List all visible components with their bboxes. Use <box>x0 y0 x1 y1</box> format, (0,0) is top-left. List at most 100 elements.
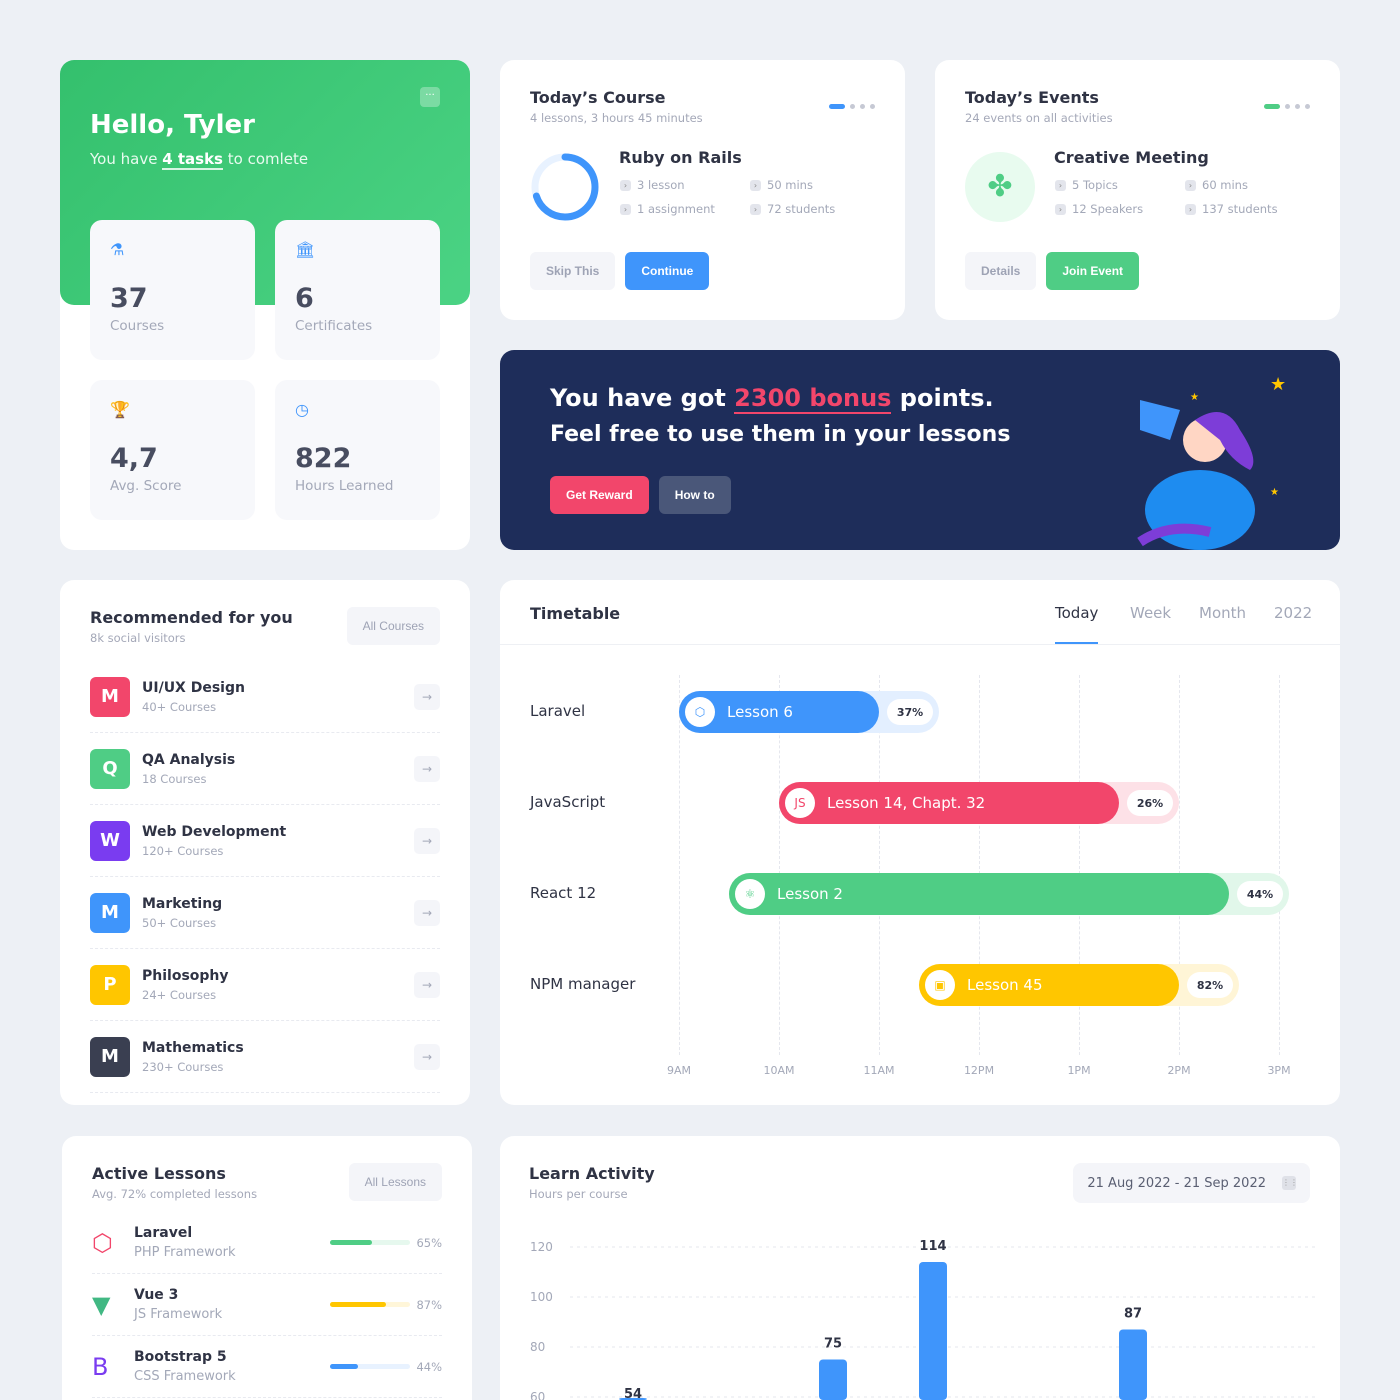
course-list-item[interactable]: Q QA Analysis 18 Courses → <box>90 733 440 805</box>
hour-label: 2PM <box>1167 1064 1191 1077</box>
svg-text:★: ★ <box>1270 487 1279 498</box>
lesson-track[interactable]: JS Lesson 14, Chapt. 32 26% <box>779 782 1179 824</box>
active-lesson-item[interactable]: B Bootstrap 5 CSS Framework 44% <box>92 1336 442 1398</box>
trophy-character-illustration: ★ ★ ★ <box>1137 374 1286 550</box>
timetable-card: Timetable Today Week Month 2022 9AM 10AM 11AM… <box>500 580 1340 1105</box>
carousel-dots[interactable] <box>1264 104 1310 109</box>
hour-gridline <box>779 675 780 1055</box>
svg-text:★: ★ <box>1190 392 1199 403</box>
clock-icon: ◷ <box>295 400 309 419</box>
stat-hours: ◷ 822 Hours Learned <box>275 380 440 520</box>
bonus-subline: Feel free to use them in your lessons <box>550 422 1011 447</box>
hour-gridline <box>979 675 980 1055</box>
meta-topics: › 5 Topics <box>1055 178 1185 192</box>
arrow-right-icon[interactable]: → <box>414 971 440 998</box>
lesson-track[interactable]: ⬡ Lesson 6 37% <box>679 691 939 733</box>
arrow-right-icon[interactable]: → <box>414 899 440 926</box>
hour-label: 1PM <box>1067 1064 1091 1077</box>
arrow-right-icon[interactable]: → <box>414 827 440 854</box>
tab-month[interactable]: Month <box>1199 604 1247 622</box>
arrow-right-icon[interactable]: → <box>414 1043 440 1070</box>
y-tick-label: 60 <box>530 1390 545 1400</box>
timetable-row-label: Laravel <box>530 702 586 720</box>
all-lessons-button[interactable]: All Lessons <box>348 1163 442 1201</box>
course-avatar: M <box>90 676 130 717</box>
course-avatar: W <box>90 820 130 861</box>
lesson-bar[interactable]: JS Lesson 14, Chapt. 32 <box>779 782 1119 824</box>
course-name: Ruby on Rails <box>619 148 742 167</box>
arrow-right-icon[interactable]: → <box>414 755 440 782</box>
y-tick-label: 100 <box>530 1290 553 1304</box>
stat-courses: ⚗ 37 Courses <box>90 220 255 360</box>
tab-2022[interactable]: 2022 <box>1274 604 1313 622</box>
arrow-right-icon[interactable]: → <box>414 683 440 710</box>
lesson-track[interactable]: ⚛ Lesson 2 44% <box>729 873 1289 915</box>
hour-gridline <box>679 675 680 1055</box>
js-icon: JS <box>785 788 815 818</box>
todays-course-card: Today’s Course 4 lessons, 3 hours 45 min… <box>500 60 905 320</box>
lesson-bar[interactable]: ▣ Lesson 45 <box>919 964 1179 1006</box>
tab-week[interactable]: Week <box>1130 604 1172 622</box>
timetable-row-label: JavaScript <box>530 793 606 811</box>
active-lesson-item[interactable]: ▼ Vue 3 JS Framework 87% <box>92 1274 442 1336</box>
course-avatar: P <box>90 964 130 1005</box>
course-list-item[interactable]: M Marketing 50+ Courses → <box>90 877 440 949</box>
all-courses-button[interactable]: All Courses <box>346 607 440 645</box>
hour-gridline <box>879 675 880 1055</box>
course-list-item[interactable]: M Mathematics 230+ Courses → <box>90 1021 440 1093</box>
meta-students: › 72 students <box>750 202 880 216</box>
meta-assignment: › 1 assignment <box>620 202 750 216</box>
course-progress-ring <box>531 153 599 221</box>
bonus-headline: You have got 2300 bonus points. <box>550 384 994 414</box>
stat-certificates: 🏛 6 Certificates <box>275 220 440 360</box>
bar-value-label: 87 <box>1124 1307 1142 1322</box>
hour-label: 11AM <box>863 1064 895 1077</box>
lesson-percent: 37% <box>887 699 933 725</box>
svg-text:★: ★ <box>1270 374 1286 395</box>
hour-label: 10AM <box>763 1064 795 1077</box>
tab-today[interactable]: Today <box>1055 604 1099 644</box>
bank-icon: 🏛 <box>295 240 316 259</box>
bonus-banner: You have got 2300 bonus points. Feel fre… <box>500 350 1340 550</box>
course-list-item[interactable]: W Web Development 120+ Courses → <box>90 805 440 877</box>
date-range-picker[interactable]: 21 Aug 2022 - 21 Sep 2022 ⋮⋮ <box>1073 1163 1310 1203</box>
skip-button[interactable]: Skip This <box>530 252 616 290</box>
how-to-button[interactable]: How to <box>658 476 731 514</box>
bar-value-label: 114 <box>919 1239 946 1254</box>
event-name: Creative Meeting <box>1054 148 1209 167</box>
laravel-icon: ⬡ <box>685 697 715 727</box>
hour-gridline <box>1079 675 1080 1055</box>
course-list-item[interactable]: M UI/UX Design 40+ Courses → <box>90 661 440 733</box>
laravel-icon: ⬡ <box>92 1228 113 1257</box>
get-reward-button[interactable]: Get Reward <box>550 476 649 514</box>
lesson-progress-bar <box>330 1302 410 1307</box>
timetable-row-label: NPM manager <box>530 975 636 993</box>
more-button[interactable]: ··· <box>420 87 440 107</box>
lesson-progress-bar <box>330 1240 410 1245</box>
bootstrap-icon: B <box>92 1352 109 1381</box>
carousel-dots[interactable] <box>829 104 875 109</box>
npm-icon: ▣ <box>925 970 955 1000</box>
lesson-percent: 26% <box>1127 790 1173 816</box>
lesson-track[interactable]: ▣ Lesson 45 82% <box>919 964 1239 1006</box>
calendar-icon: ⋮⋮ <box>1282 1176 1298 1190</box>
active-lesson-item[interactable]: ⬡ Laravel PHP Framework 65% <box>92 1212 442 1274</box>
react-icon: ⚛ <box>735 879 765 909</box>
continue-button[interactable]: Continue <box>625 252 710 290</box>
course-avatar: M <box>90 892 130 933</box>
details-button[interactable]: Details <box>965 252 1037 290</box>
lesson-percent: 44% <box>1237 881 1283 907</box>
course-avatar: M <box>90 1036 130 1077</box>
tasks-text: You have 4 tasks to comlete <box>90 150 309 170</box>
meta-duration: › 50 mins <box>750 178 880 192</box>
lesson-bar[interactable]: ⚛ Lesson 2 <box>729 873 1229 915</box>
meta-duration: › 60 mins <box>1185 178 1315 192</box>
lesson-percent: 82% <box>1187 972 1233 998</box>
bar-value-label: 54 <box>624 1387 642 1400</box>
lesson-bar[interactable]: ⬡ Lesson 6 <box>679 691 879 733</box>
tasks-link[interactable]: 4 tasks <box>162 150 223 170</box>
course-list-item[interactable]: P Philosophy 24+ Courses → <box>90 949 440 1021</box>
y-tick-label: 80 <box>530 1340 545 1354</box>
join-event-button[interactable]: Join Event <box>1046 252 1140 290</box>
todays-events-card: Today’s Events 24 events on all activiti… <box>935 60 1340 320</box>
